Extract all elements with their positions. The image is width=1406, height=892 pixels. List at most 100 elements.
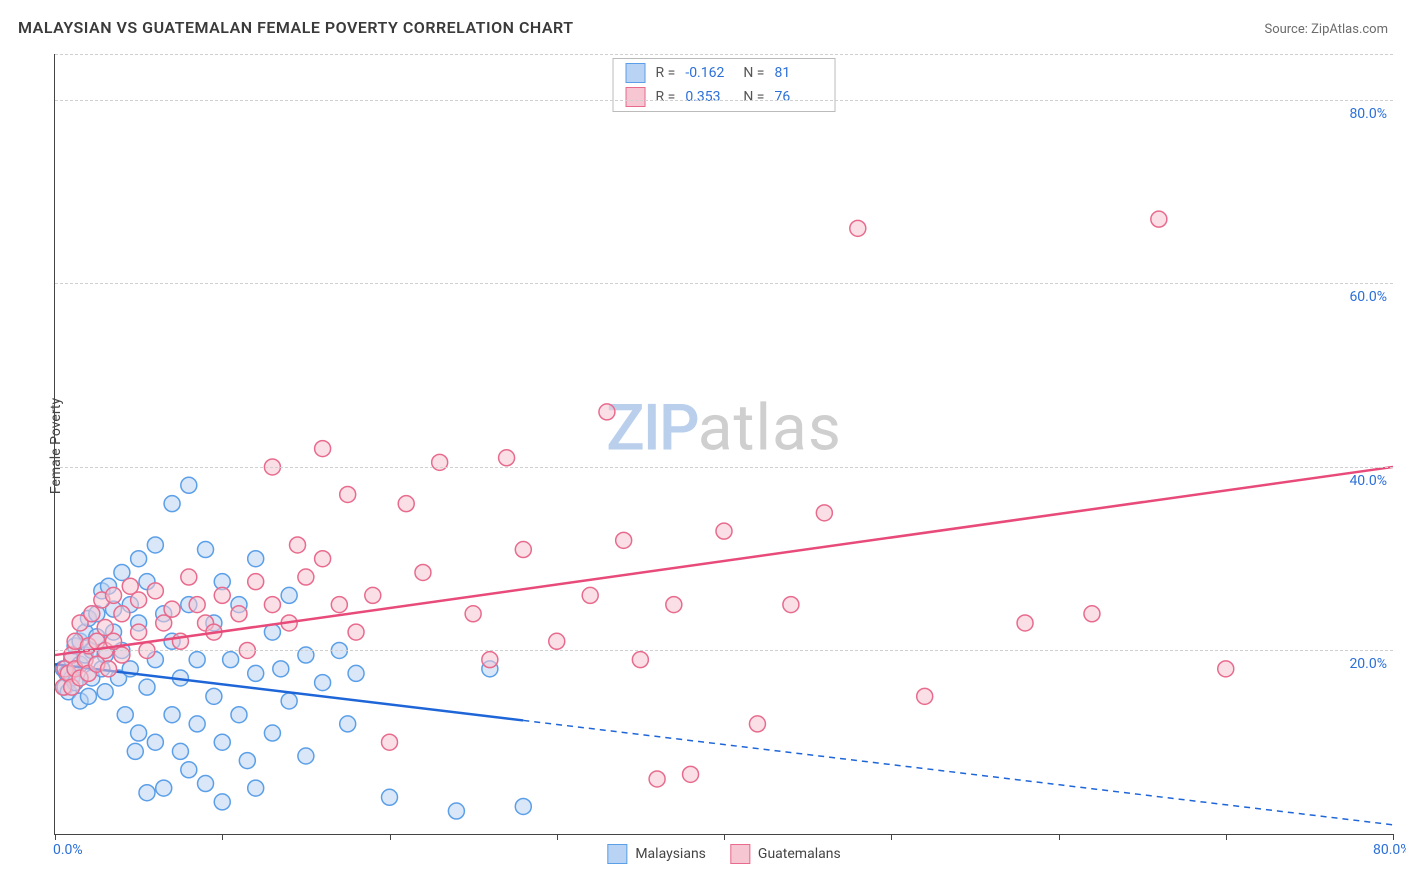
- scatter-point-guatemalans: [231, 606, 247, 622]
- scatter-point-malaysians: [117, 707, 133, 723]
- scatter-point-guatemalans: [632, 652, 648, 668]
- legend-n-value-guatemalans: 76: [774, 89, 822, 105]
- scatter-point-guatemalans: [214, 587, 230, 603]
- scatter-point-malaysians: [164, 707, 180, 723]
- x-tick-label: 0.0%: [53, 842, 83, 858]
- y-tick-label: 80.0%: [1349, 106, 1387, 122]
- scatter-point-malaysians: [214, 734, 230, 750]
- scatter-point-malaysians: [340, 716, 356, 732]
- legend-n-label: N =: [743, 65, 764, 81]
- scatter-point-malaysians: [156, 780, 172, 796]
- legend-n-value-malaysians: 81: [774, 65, 822, 81]
- chart-header: MALAYSIAN VS GUATEMALAN FEMALE POVERTY C…: [18, 18, 1388, 37]
- scatter-point-malaysians: [248, 780, 264, 796]
- scatter-point-malaysians: [198, 776, 214, 792]
- legend-swatch-malaysians: [626, 63, 646, 83]
- scatter-point-guatemalans: [415, 564, 431, 580]
- scatter-point-malaysians: [214, 794, 230, 810]
- scatter-point-guatemalans: [340, 486, 356, 502]
- scatter-point-guatemalans: [114, 606, 130, 622]
- scatter-point-guatemalans: [106, 587, 122, 603]
- legend-n-label: N =: [743, 89, 764, 105]
- scatter-point-guatemalans: [101, 661, 117, 677]
- scatter-point-malaysians: [206, 688, 222, 704]
- scatter-point-guatemalans: [683, 766, 699, 782]
- scatter-point-malaysians: [298, 647, 314, 663]
- y-tick-label: 60.0%: [1349, 289, 1387, 305]
- scatter-point-malaysians: [281, 693, 297, 709]
- x-tick: [55, 834, 56, 840]
- gridline: [55, 283, 1393, 284]
- legend-r-label: R =: [656, 65, 676, 81]
- scatter-point-guatemalans: [147, 583, 163, 599]
- scatter-point-guatemalans: [181, 569, 197, 585]
- scatter-point-guatemalans: [382, 734, 398, 750]
- scatter-point-malaysians: [189, 652, 205, 668]
- legend-label: Guatemalans: [758, 846, 841, 862]
- scatter-point-guatemalans: [365, 587, 381, 603]
- scatter-point-guatemalans: [482, 652, 498, 668]
- scatter-point-malaysians: [147, 734, 163, 750]
- scatter-point-guatemalans: [616, 532, 632, 548]
- scatter-svg: [55, 54, 1393, 834]
- scatter-point-guatemalans: [599, 404, 615, 420]
- scatter-point-guatemalans: [290, 537, 306, 553]
- x-tick: [222, 834, 223, 840]
- scatter-point-guatemalans: [1218, 661, 1234, 677]
- scatter-point-guatemalans: [716, 523, 732, 539]
- x-tick: [390, 834, 391, 840]
- scatter-point-guatemalans: [582, 587, 598, 603]
- scatter-point-guatemalans: [1151, 211, 1167, 227]
- scatter-point-guatemalans: [131, 624, 147, 640]
- legend-r-value-guatemalans: 0.353: [685, 89, 733, 105]
- y-tick-label: 20.0%: [1349, 656, 1387, 672]
- scatter-point-malaysians: [189, 716, 205, 732]
- scatter-point-malaysians: [315, 675, 331, 691]
- x-tick: [557, 834, 558, 840]
- scatter-point-guatemalans: [248, 574, 264, 590]
- chart-plot-area: ZIPatlas R =-0.162N =81R =0.353N =76 Mal…: [54, 54, 1393, 835]
- chart-title: MALAYSIAN VS GUATEMALAN FEMALE POVERTY C…: [18, 18, 574, 37]
- gridline: [55, 100, 1393, 101]
- scatter-point-malaysians: [164, 496, 180, 512]
- scatter-point-malaysians: [80, 688, 96, 704]
- scatter-point-guatemalans: [315, 551, 331, 567]
- legend-swatch: [607, 844, 627, 864]
- scatter-point-malaysians: [181, 762, 197, 778]
- x-tick: [1226, 834, 1227, 840]
- legend-r-value-malaysians: -0.162: [685, 65, 733, 81]
- legend-stat-row-malaysians: R = -0.162 N = 81: [614, 61, 835, 85]
- gridline: [55, 54, 1393, 55]
- scatter-point-malaysians: [248, 665, 264, 681]
- legend-item: Malaysians: [607, 844, 706, 864]
- x-tick: [724, 834, 725, 840]
- scatter-point-malaysians: [515, 798, 531, 814]
- legend-label: Malaysians: [635, 846, 706, 862]
- scatter-point-malaysians: [223, 652, 239, 668]
- scatter-point-guatemalans: [649, 771, 665, 787]
- scatter-point-malaysians: [147, 537, 163, 553]
- scatter-point-guatemalans: [783, 597, 799, 613]
- scatter-point-malaysians: [231, 707, 247, 723]
- scatter-point-malaysians: [131, 725, 147, 741]
- scatter-point-guatemalans: [499, 450, 515, 466]
- scatter-point-malaysians: [248, 551, 264, 567]
- scatter-point-guatemalans: [917, 688, 933, 704]
- scatter-point-guatemalans: [114, 647, 130, 663]
- scatter-point-guatemalans: [1017, 615, 1033, 631]
- scatter-point-guatemalans: [549, 633, 565, 649]
- scatter-point-malaysians: [139, 785, 155, 801]
- scatter-point-guatemalans: [315, 441, 331, 457]
- scatter-point-guatemalans: [749, 716, 765, 732]
- scatter-point-guatemalans: [398, 496, 414, 512]
- scatter-point-malaysians: [298, 748, 314, 764]
- scatter-point-guatemalans: [515, 542, 531, 558]
- series-legend: Malaysians Guatemalans: [607, 844, 840, 864]
- scatter-point-guatemalans: [816, 505, 832, 521]
- chart-source: Source: ZipAtlas.com: [1264, 22, 1388, 37]
- scatter-point-guatemalans: [189, 597, 205, 613]
- scatter-point-malaysians: [198, 542, 214, 558]
- scatter-point-malaysians: [448, 803, 464, 819]
- x-tick: [891, 834, 892, 840]
- scatter-point-malaysians: [131, 551, 147, 567]
